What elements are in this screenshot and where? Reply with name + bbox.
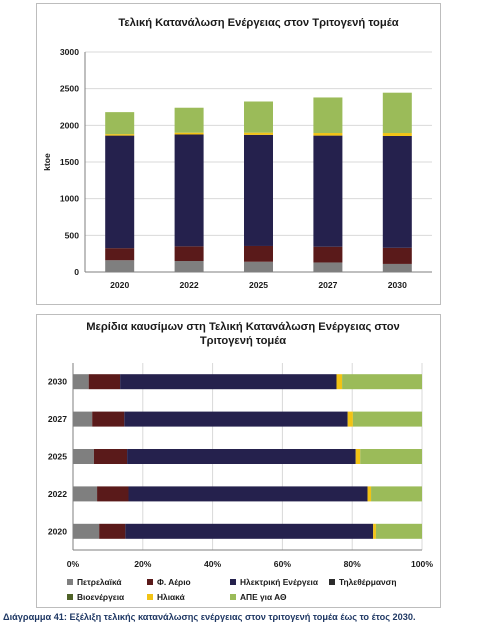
bar-segment-fysiko_aerio [313, 246, 343, 263]
x-tick-label: 2027 [318, 280, 337, 290]
bar-segment-ape_ath [352, 411, 422, 427]
bar-segment-ape_ath [371, 486, 422, 502]
legend-label: Τηλεθέρμανση [339, 577, 397, 587]
bar-segment-ilektriki [127, 449, 356, 464]
share-chart: Μερίδια καυσίμων στη Τελική Κατανάλωση Ε… [48, 321, 433, 602]
legend-swatch-iliaka [147, 594, 153, 600]
y-axis-label: ktoe [42, 153, 52, 171]
legend-label: Φ. Αέριο [157, 577, 191, 587]
bar-segment-ape_ath [360, 449, 422, 464]
bar-segment-ape_ath [244, 101, 273, 133]
bar-segment-petrelaika [382, 263, 412, 272]
bar-segment-fysiko_aerio [382, 247, 412, 264]
bar-segment-fysiko_aerio [97, 486, 129, 502]
bar-segment-ape_ath [382, 92, 412, 134]
bar-segment-ilektriki [120, 374, 337, 390]
chart-title-line: Μερίδια καυσίμων στη Τελική Κατανάλωση Ε… [86, 321, 400, 333]
bar-segment-ilektriki [313, 135, 343, 247]
y-tick-label: 2022 [48, 489, 67, 499]
x-tick-label: 100% [411, 559, 433, 569]
figure-caption: Διάγραμμα 41: Εξέλιξη τελικής κατανάλωση… [3, 612, 416, 622]
legend-swatch-petrelaika [67, 579, 73, 585]
legend-label: Ηλιακά [157, 592, 186, 602]
y-tick-label: 1000 [60, 194, 79, 204]
bar-segment-ilektriki [382, 135, 412, 248]
y-tick-label: 2500 [60, 84, 79, 94]
legend-label: ΑΠΕ για ΑΘ [240, 592, 287, 602]
share-chart-panel: Μερίδια καυσίμων στη Τελική Κατανάλωση Ε… [36, 314, 441, 608]
bar-segment-ilektriki [128, 486, 368, 502]
x-tick-label: 0% [67, 559, 80, 569]
bar-segment-fysiko_aerio [244, 245, 273, 262]
x-tick-label: 20% [134, 559, 152, 569]
legend-swatch-fysiko_aerio [147, 579, 153, 585]
y-tick-label: 2027 [48, 414, 67, 424]
bar-segment-iliaka [367, 486, 372, 502]
bar-segment-ilektriki [244, 134, 273, 246]
bar-segment-ape_ath [174, 107, 204, 133]
bar-segment-iliaka [382, 133, 412, 136]
bar-segment-petrelaika [105, 260, 135, 272]
bar-segment-iliaka [105, 134, 135, 136]
x-tick-label: 40% [204, 559, 222, 569]
legend-label: Πετρελαϊκά [77, 577, 122, 587]
x-tick-label: 80% [344, 559, 362, 569]
x-tick-label: 2022 [180, 280, 199, 290]
y-tick-label: 0 [74, 267, 79, 277]
bar-segment-petrelaika [73, 449, 94, 464]
bar-segment-ape_ath [375, 523, 422, 539]
y-tick-label: 1500 [60, 157, 79, 167]
bar-segment-petrelaika [73, 523, 100, 539]
bar-segment-petrelaika [73, 411, 93, 427]
y-tick-label: 2000 [60, 120, 79, 130]
legend-swatch-tiletherm [329, 579, 335, 585]
stacked-bar-chart-panel: Τελική Κατανάλωση Ενέργειας στον Τριτογε… [36, 3, 441, 305]
legend-label: Βιοενέργεια [77, 592, 125, 602]
bar-segment-iliaka [347, 411, 353, 427]
bar-segment-ape_ath [342, 374, 422, 390]
x-tick-label: 2030 [388, 280, 407, 290]
bar-segment-petrelaika [313, 262, 343, 272]
stacked-bar-chart: Τελική Κατανάλωση Ενέργειας στον Τριτογε… [42, 17, 432, 290]
bar-segment-petrelaika [73, 374, 89, 390]
bar-segment-petrelaika [244, 261, 273, 272]
y-tick-label: 3000 [60, 47, 79, 57]
bar-segment-ape_ath [105, 112, 135, 135]
bar-segment-fysiko_aerio [93, 449, 128, 464]
y-tick-label: 2030 [48, 377, 67, 387]
bar-segment-petrelaika [73, 486, 98, 502]
legend-swatch-ape_ath [230, 594, 236, 600]
x-tick-label: 60% [274, 559, 292, 569]
bar-segment-ape_ath [313, 97, 343, 134]
bar-segment-ilektriki [174, 134, 204, 247]
bar-segment-fysiko_aerio [99, 523, 126, 539]
bar-segment-fysiko_aerio [92, 411, 125, 427]
bar-segment-iliaka [174, 132, 204, 135]
bar-segment-fysiko_aerio [174, 246, 204, 261]
y-tick-label: 2020 [48, 526, 67, 536]
bar-segment-fysiko_aerio [105, 248, 135, 261]
chart-title-line: Τριτογενή τομέα [200, 335, 286, 347]
bar-segment-iliaka [373, 523, 376, 539]
x-tick-label: 2025 [249, 280, 268, 290]
x-tick-label: 2020 [110, 280, 129, 290]
chart-title: Τελική Κατανάλωση Ενέργειας στον Τριτογε… [118, 17, 398, 29]
legend-swatch-ilektriki [230, 579, 236, 585]
bar-segment-fysiko_aerio [88, 374, 121, 390]
bar-segment-iliaka [355, 449, 361, 464]
bar-segment-ilektriki [105, 135, 135, 249]
legend-swatch-bioenergeia [67, 594, 73, 600]
legend-label: Ηλεκτρική Ενέργεια [240, 577, 319, 587]
bar-segment-ilektriki [124, 411, 348, 427]
y-tick-label: 2025 [48, 452, 67, 462]
bar-segment-iliaka [244, 132, 273, 135]
bar-segment-iliaka [313, 133, 343, 136]
y-tick-label: 500 [65, 230, 80, 240]
bar-segment-iliaka [336, 374, 343, 390]
bar-segment-petrelaika [174, 261, 204, 272]
bar-segment-ilektriki [125, 523, 374, 539]
